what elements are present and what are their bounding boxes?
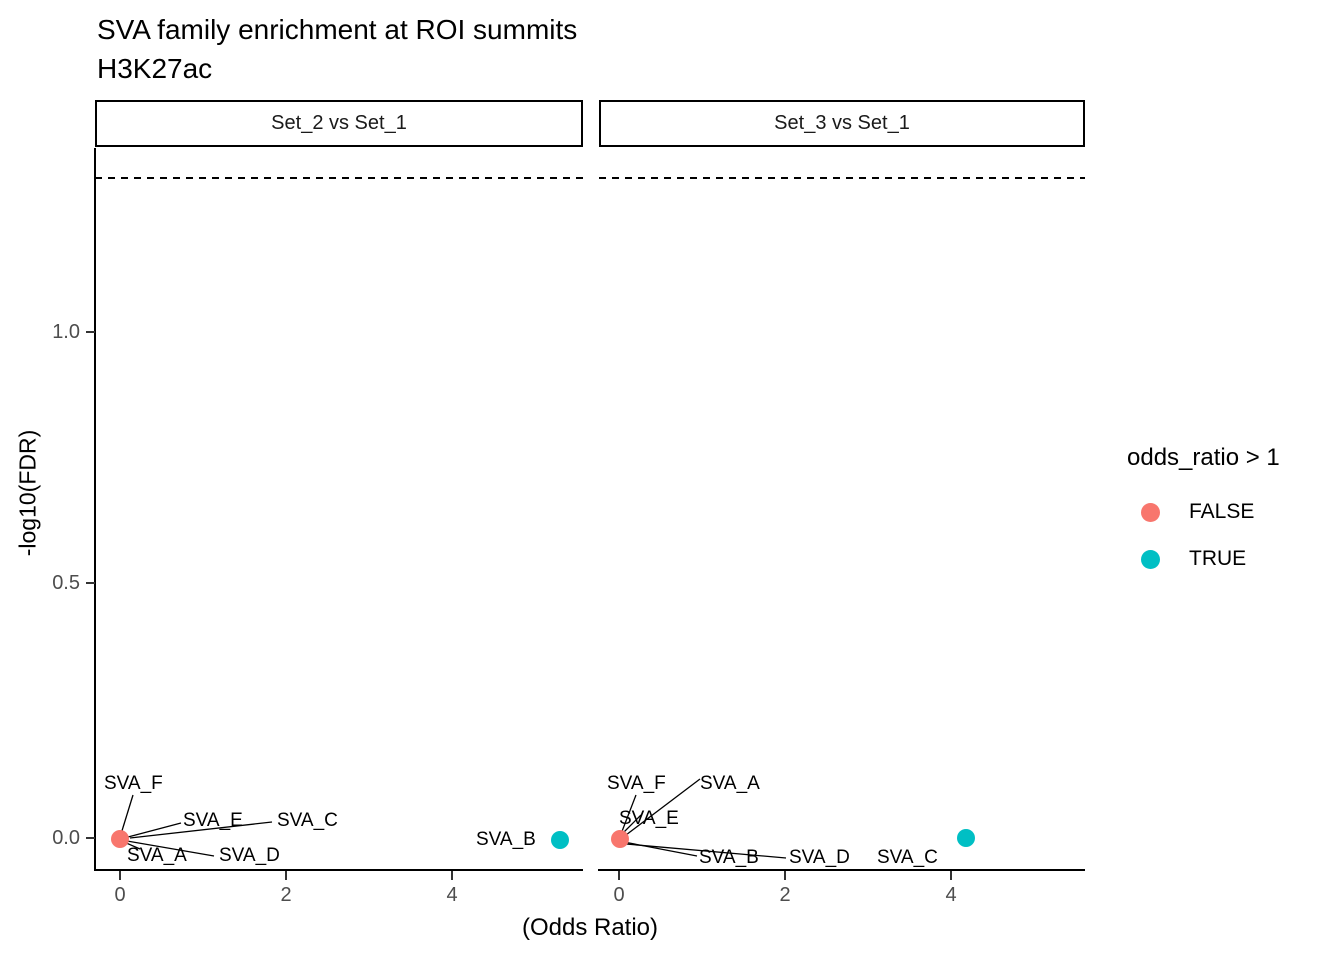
x-axis-title: (Odds Ratio) xyxy=(521,914,659,941)
legend-title: odds_ratio > 1 xyxy=(1127,444,1280,471)
label-right-sva-f: SVA_F xyxy=(607,773,666,794)
legend-swatch-false-icon xyxy=(1141,502,1160,522)
point-right-sva-c-true xyxy=(957,829,975,847)
y-tick-label-0.5: 0.5 xyxy=(52,572,80,594)
label-right-sva-b: SVA_B xyxy=(699,847,759,868)
label-left-sva-d: SVA_D xyxy=(219,845,280,866)
label-right-sva-c: SVA_C xyxy=(877,847,938,868)
point-left-sva-b-true xyxy=(551,831,569,849)
facet-strip-right-label: Set_3 vs Set_1 xyxy=(774,112,910,134)
legend-item-true: TRUE xyxy=(1141,547,1246,571)
facet-strip-left: Set_2 vs Set_1 xyxy=(95,100,583,147)
legend-item-false: FALSE xyxy=(1141,500,1254,524)
leader-right-sva-f xyxy=(620,794,637,835)
point-left-cluster-false xyxy=(111,830,129,848)
x-tick-label-right-2: 2 xyxy=(779,884,791,906)
label-right-sva-e: SVA_E xyxy=(619,808,679,829)
x-tick-label-left-4: 4 xyxy=(446,884,458,906)
label-left-sva-f: SVA_F xyxy=(104,773,163,794)
y-axis-title: -log10(FDR) xyxy=(14,429,41,557)
legend-label-false: FALSE xyxy=(1189,500,1255,523)
x-tick-label-left-2: 2 xyxy=(280,884,292,906)
label-right-sva-d: SVA_D xyxy=(789,847,850,868)
label-right-sva-a: SVA_A xyxy=(700,773,760,794)
x-tick-label-right-0: 0 xyxy=(613,884,625,906)
leader-right-sva-d xyxy=(625,843,787,859)
leader-left-sva-d xyxy=(126,840,215,857)
leader-left-sva-e xyxy=(127,822,182,838)
x-tick-label-left-0: 0 xyxy=(114,884,126,906)
point-right-cluster-false xyxy=(611,830,629,848)
label-left-sva-b: SVA_B xyxy=(476,829,536,850)
facet-strip-right: Set_3 vs Set_1 xyxy=(599,100,1085,147)
y-tick-label-0.0: 0.0 xyxy=(52,827,80,849)
leader-left-sva-c xyxy=(129,821,273,839)
leader-left-sva-f xyxy=(120,794,134,835)
leader-right-sva-a xyxy=(621,778,701,839)
chart-title: SVA family enrichment at ROI summits xyxy=(97,14,578,45)
label-left-sva-c: SVA_C xyxy=(277,810,338,831)
label-left-sva-a: SVA_A xyxy=(127,845,187,866)
legend-swatch-true-icon xyxy=(1141,549,1160,569)
x-tick-label-right-4: 4 xyxy=(945,884,957,906)
label-left-sva-e: SVA_E xyxy=(183,810,243,831)
legend-label-true: TRUE xyxy=(1189,547,1247,570)
y-tick-label-1.0: 1.0 xyxy=(52,321,80,343)
facet-strip-left-label: Set_2 vs Set_1 xyxy=(271,112,407,134)
chart-subtitle: H3K27ac xyxy=(97,53,213,84)
